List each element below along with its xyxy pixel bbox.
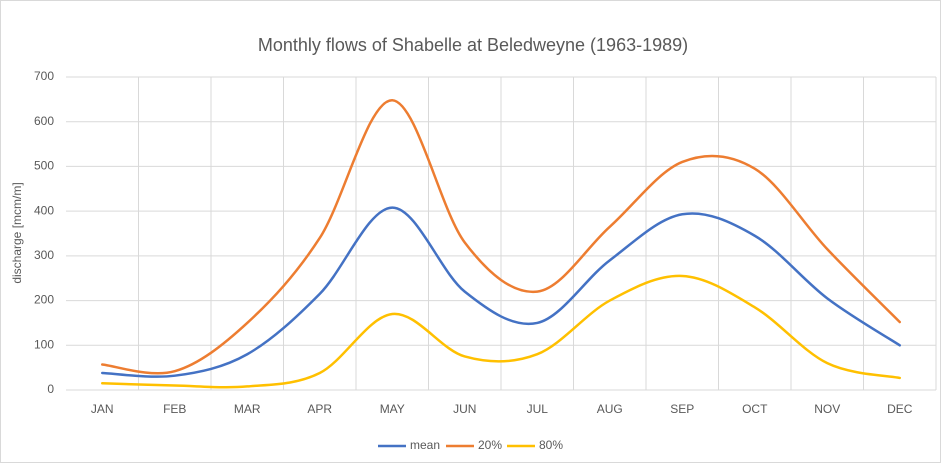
x-tick-label: DEC: [887, 402, 913, 416]
x-tick-label: APR: [307, 402, 332, 416]
data-line: [101, 98, 901, 375]
y-tick-label: 200: [34, 293, 54, 307]
legend-label: 20%: [478, 438, 502, 452]
x-tick-label: JUN: [453, 402, 476, 416]
y-tick-label: 700: [34, 69, 54, 83]
x-tick-label: JUL: [527, 402, 549, 416]
x-tick-label: AUG: [597, 402, 623, 416]
x-tick-label: OCT: [742, 402, 768, 416]
chart-border: [0, 0, 941, 463]
x-tick-label: NOV: [814, 402, 840, 416]
y-tick-label: 0: [47, 382, 54, 396]
x-tick-label: MAY: [380, 402, 405, 416]
data-line: [101, 206, 901, 378]
y-tick-label: 400: [34, 203, 54, 217]
y-axis-label: discharge [mcm/m]: [10, 182, 24, 283]
y-tick-label: 100: [34, 337, 54, 351]
x-tick-label: SEP: [670, 402, 694, 416]
y-tick-label: 300: [34, 248, 54, 262]
legend-label: 80%: [539, 438, 563, 452]
x-tick-label: MAR: [234, 402, 261, 416]
y-tick-label: 500: [34, 159, 54, 173]
y-tick-label: 600: [34, 114, 54, 128]
x-tick-label: JAN: [91, 402, 114, 416]
x-tick-label: FEB: [163, 402, 186, 416]
chart-title: Monthly flows of Shabelle at Beledweyne …: [258, 35, 688, 55]
data-line: [101, 274, 901, 389]
legend-label: mean: [410, 438, 440, 452]
